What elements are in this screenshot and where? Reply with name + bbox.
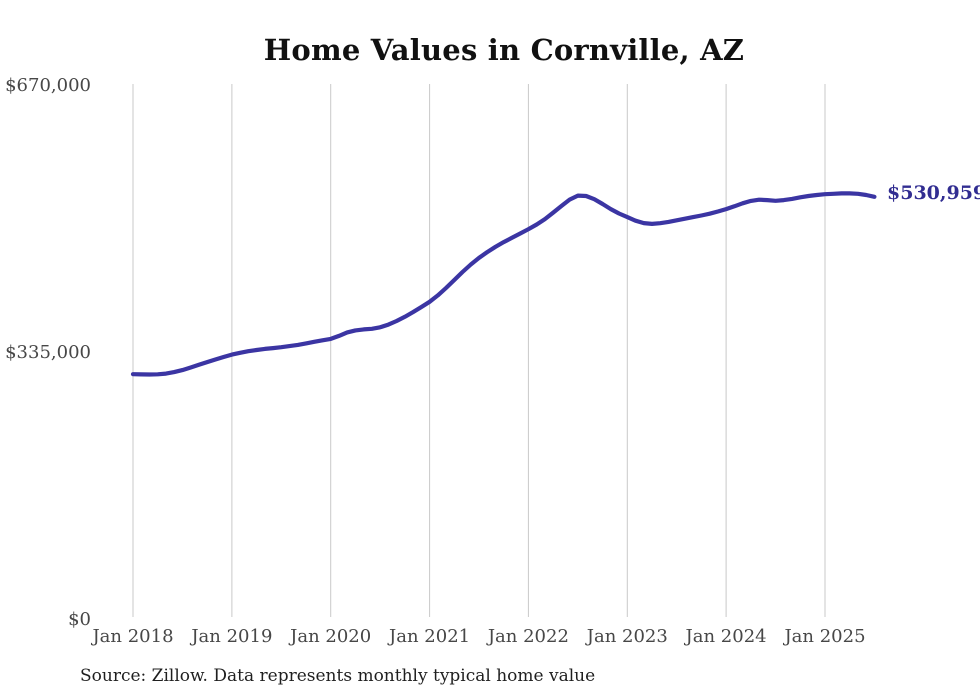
latest-value-label: $530,959 [887,181,980,204]
y-tick-label: $670,000 [5,75,91,96]
y-tick-label: $0 [68,609,91,630]
gridlines [132,84,826,617]
x-tick-label: Jan 2023 [586,626,668,647]
source-note: Source: Zillow. Data represents monthly … [80,666,596,686]
chart-title: Home Values in Cornville, AZ [263,33,745,67]
x-tick-label: Jan 2021 [389,626,471,647]
x-tick-label: Jan 2025 [784,626,866,647]
x-tick-label: Jan 2022 [487,626,569,647]
x-tick-label: Jan 2020 [290,626,372,647]
x-tick-label: Jan 2024 [685,626,767,647]
y-tick-label: $335,000 [5,342,91,363]
x-tick-label: Jan 2019 [191,626,273,647]
x-tick-label: Jan 2018 [92,626,174,647]
home-value-line [130,191,877,377]
